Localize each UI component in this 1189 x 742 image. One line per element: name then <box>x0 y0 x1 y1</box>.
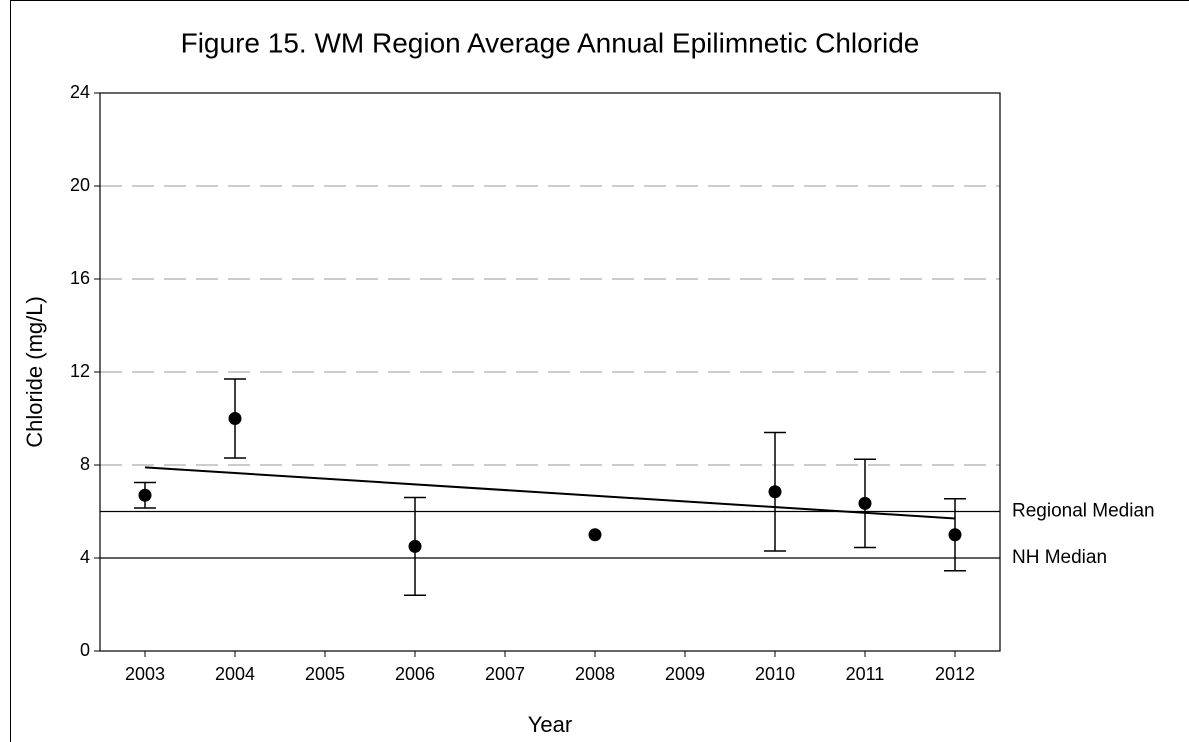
y-tick-label: 16 <box>70 268 90 288</box>
data-point <box>588 528 602 542</box>
x-tick-label: 2007 <box>485 664 525 684</box>
chart-title: Figure 15. WM Region Average Annual Epil… <box>181 27 920 58</box>
x-tick-label: 2010 <box>755 664 795 684</box>
x-tick-label: 2008 <box>575 664 615 684</box>
y-tick-label: 20 <box>70 175 90 195</box>
x-tick-label: 2004 <box>215 664 255 684</box>
x-tick-label: 2006 <box>395 664 435 684</box>
x-tick-label: 2011 <box>846 664 885 684</box>
y-tick-label: 24 <box>70 82 90 102</box>
y-tick-label: 0 <box>80 640 90 660</box>
data-point <box>138 488 152 502</box>
y-tick-label: 4 <box>80 547 90 567</box>
chart-frame <box>10 0 1189 742</box>
reference-label: Regional Median <box>1012 501 1155 522</box>
data-point <box>408 539 422 553</box>
data-point <box>948 528 962 542</box>
x-axis-label: Year <box>528 712 572 737</box>
reference-label: NH Median <box>1012 547 1107 568</box>
plot-frame <box>99 92 1001 652</box>
data-point <box>858 496 872 510</box>
x-tick-label: 2012 <box>935 664 975 684</box>
x-tick-label: 2005 <box>305 664 345 684</box>
data-point <box>768 485 782 499</box>
y-axis-label: Chloride (mg/L) <box>22 296 47 448</box>
x-tick-label: 2003 <box>125 664 165 684</box>
x-tick-label: 2009 <box>665 664 705 684</box>
trend-line <box>144 466 956 520</box>
y-tick-label: 12 <box>70 361 90 381</box>
y-tick-label: 8 <box>80 454 90 474</box>
data-point <box>228 412 242 425</box>
